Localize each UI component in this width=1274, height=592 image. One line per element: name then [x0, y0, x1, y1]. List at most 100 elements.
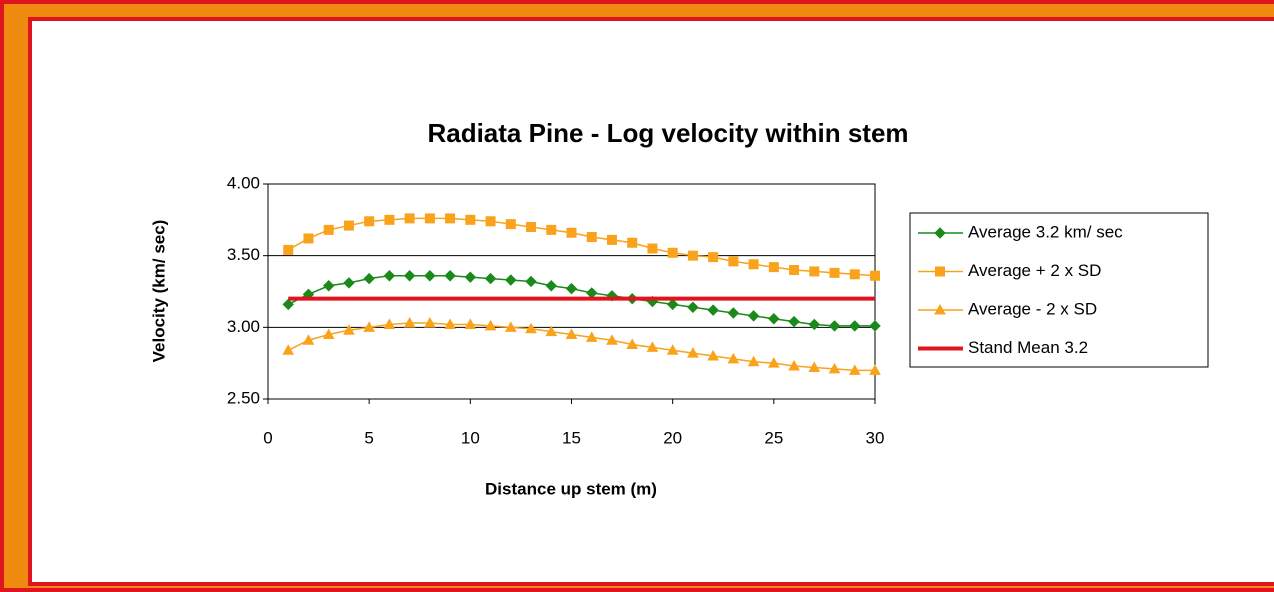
y-tick-label: 2.50: [227, 388, 260, 407]
marker: [809, 266, 820, 277]
marker: [687, 347, 699, 358]
marker: [768, 313, 780, 325]
x-tick-label: 30: [866, 428, 885, 447]
marker: [768, 262, 779, 273]
marker: [708, 252, 719, 263]
marker: [828, 362, 841, 374]
marker: [585, 331, 598, 342]
marker: [444, 318, 456, 329]
marker: [526, 222, 537, 232]
marker: [606, 334, 618, 345]
marker: [303, 233, 314, 244]
marker: [566, 227, 577, 238]
marker: [384, 214, 395, 225]
marker: [364, 216, 375, 227]
y-axis-label: Velocity (km/ sec): [149, 220, 168, 363]
marker: [687, 301, 699, 313]
marker: [869, 364, 881, 375]
y-tick-label: 3.00: [227, 317, 260, 336]
x-tick-label: 20: [663, 428, 682, 447]
marker: [848, 364, 861, 375]
marker: [282, 298, 294, 311]
marker: [302, 334, 315, 345]
marker: [808, 318, 821, 331]
marker: [403, 270, 416, 282]
marker: [748, 259, 759, 270]
marker: [788, 315, 800, 328]
marker: [464, 271, 477, 283]
marker: [343, 277, 355, 289]
marker: [808, 361, 821, 372]
marker: [445, 213, 456, 224]
marker: [565, 328, 578, 339]
marker: [525, 322, 537, 334]
marker: [767, 357, 780, 368]
marker: [647, 243, 658, 254]
marker: [627, 237, 638, 248]
legend: [909, 212, 1209, 368]
x-tick-label: 10: [461, 428, 480, 447]
marker: [870, 270, 880, 281]
marker: [464, 318, 477, 329]
marker: [343, 220, 354, 231]
marker: [546, 224, 557, 235]
marker: [343, 324, 355, 335]
marker: [828, 320, 841, 332]
marker: [322, 328, 335, 339]
marker: [829, 267, 840, 278]
marker: [322, 280, 335, 292]
marker: [727, 307, 740, 319]
marker: [485, 216, 496, 227]
marker: [484, 272, 497, 285]
legend-label: Stand Mean 3.2: [968, 338, 1088, 357]
marker: [383, 318, 396, 329]
marker: [282, 344, 295, 355]
marker: [565, 282, 578, 295]
marker: [707, 304, 719, 316]
marker: [869, 320, 881, 332]
marker: [728, 256, 739, 267]
marker: [747, 355, 760, 367]
legend-marker: [934, 227, 946, 239]
marker: [383, 270, 396, 282]
marker: [504, 321, 517, 332]
marker: [646, 341, 659, 352]
x-tick-label: 25: [764, 428, 783, 447]
x-axis-label: Distance up stem (m): [485, 479, 657, 498]
chart-title: Radiata Pine - Log velocity within stem: [427, 118, 908, 148]
marker: [707, 349, 719, 361]
legend-label: Average 3.2 km/ sec: [968, 222, 1123, 241]
x-tick-label: 5: [364, 428, 373, 447]
marker: [849, 269, 860, 280]
marker: [323, 224, 334, 235]
marker: [727, 352, 740, 364]
marker: [403, 317, 416, 328]
marker: [424, 270, 436, 282]
marker: [626, 338, 639, 350]
legend-marker: [935, 266, 945, 277]
marker: [545, 325, 558, 337]
legend-label: Average + 2 x SD: [968, 261, 1101, 280]
marker: [545, 280, 557, 292]
marker: [424, 317, 436, 328]
marker: [586, 232, 597, 243]
marker: [666, 298, 679, 311]
marker: [667, 247, 678, 258]
marker: [687, 250, 698, 261]
marker: [484, 319, 497, 331]
marker: [505, 219, 516, 230]
marker: [747, 310, 760, 322]
marker: [363, 272, 375, 285]
marker: [789, 265, 800, 275]
marker: [465, 214, 476, 225]
marker: [849, 320, 861, 332]
y-tick-label: 3.50: [227, 245, 260, 264]
marker: [788, 360, 800, 371]
marker: [363, 321, 376, 332]
marker: [505, 274, 517, 286]
marker: [444, 270, 456, 282]
marker: [424, 213, 435, 224]
marker: [404, 213, 415, 224]
marker: [606, 234, 617, 245]
